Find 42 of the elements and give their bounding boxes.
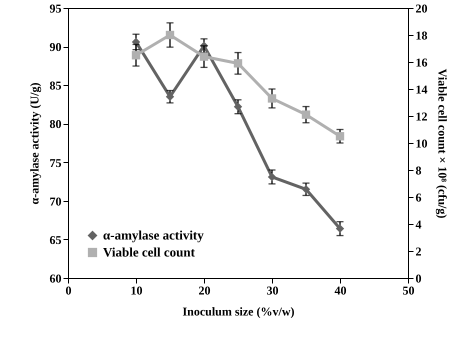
y2-axis-title: Viable cell count × 10⁸ (cfu/g) bbox=[436, 68, 450, 218]
legend-label: Viable cell count bbox=[103, 244, 196, 260]
point bbox=[234, 102, 242, 111]
x-tick-label: 40 bbox=[334, 284, 346, 298]
y2-tick-label: 10 bbox=[416, 136, 428, 150]
y-tick-label: 70 bbox=[50, 194, 62, 208]
x-axis-title: Inoculum size (%v/w) bbox=[182, 304, 294, 318]
y2-tick-label: 4 bbox=[416, 218, 422, 232]
x-tick-label: 20 bbox=[198, 284, 210, 298]
point bbox=[302, 110, 310, 119]
point bbox=[336, 224, 344, 233]
y-axis-title: α-amylase activity (U/g) bbox=[28, 82, 42, 204]
point bbox=[166, 92, 174, 101]
x-tick-label: 0 bbox=[66, 284, 72, 298]
y2-tick-label: 0 bbox=[416, 272, 422, 286]
point bbox=[166, 30, 174, 40]
y2-tick-label: 8 bbox=[416, 164, 422, 178]
y2-tick-label: 12 bbox=[416, 110, 428, 124]
point bbox=[268, 172, 276, 182]
point bbox=[336, 132, 344, 140]
y-tick-label: 85 bbox=[50, 78, 62, 93]
point bbox=[200, 52, 208, 61]
x-tick-label: 30 bbox=[266, 284, 278, 298]
y-tick-label: 95 bbox=[50, 2, 62, 16]
y-tick-label: 80 bbox=[50, 117, 62, 132]
y-tick-label: 60 bbox=[50, 272, 62, 286]
y2-tick-label: 6 bbox=[416, 190, 422, 204]
y2-tick-label: 2 bbox=[416, 244, 422, 258]
y2-tick-label: 20 bbox=[416, 2, 428, 16]
point bbox=[234, 59, 242, 68]
y-tick-label: 75 bbox=[50, 156, 62, 170]
point bbox=[132, 51, 140, 60]
y-tick-label: 65 bbox=[50, 232, 62, 247]
point bbox=[268, 94, 276, 103]
legend-label: α-amylase activity bbox=[103, 228, 204, 242]
y2-tick-label: 14 bbox=[416, 82, 428, 96]
y2-tick-label: 16 bbox=[416, 56, 428, 70]
point bbox=[302, 185, 310, 194]
x-tick-label: 50 bbox=[402, 284, 414, 298]
y-tick-label: 90 bbox=[50, 40, 62, 54]
x-tick-label: 10 bbox=[130, 284, 142, 298]
y2-tick-label: 18 bbox=[416, 28, 428, 42]
